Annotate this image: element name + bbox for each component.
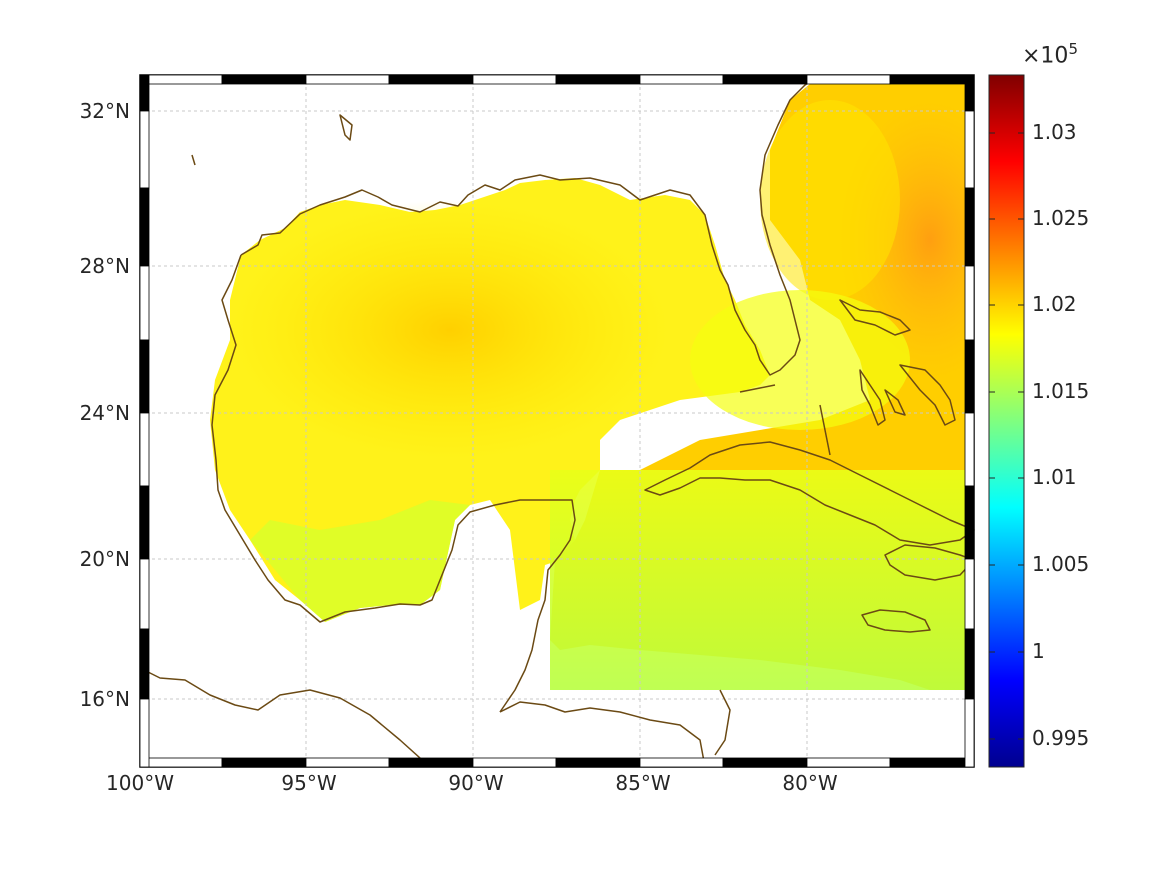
lon-label-100w: 100°W xyxy=(106,771,174,795)
caribbean-field xyxy=(550,470,965,690)
frame-segment xyxy=(964,558,975,630)
frame-segment xyxy=(889,757,975,768)
lon-label-85w: 85°W xyxy=(615,771,671,795)
lon-label-90w: 90°W xyxy=(448,771,504,795)
colorbar-label: 1.015 xyxy=(1032,379,1090,403)
frame-segment xyxy=(139,187,150,267)
frame-segment xyxy=(139,485,150,560)
frame-segment xyxy=(964,74,975,112)
frame-segment xyxy=(221,757,307,768)
frame-segment xyxy=(305,757,390,768)
colorbar-label: 1.005 xyxy=(1032,552,1090,576)
frame-segment xyxy=(806,74,891,85)
lat-label-32n: 32°N xyxy=(79,99,130,123)
frame-segment xyxy=(139,698,150,768)
gulf-high-core xyxy=(230,200,670,460)
frame-segment xyxy=(139,74,150,112)
frame-segment xyxy=(139,110,150,189)
colorbar-multiplier: ×105 xyxy=(1022,40,1078,68)
frame-segment xyxy=(964,187,975,267)
gulf-south-gradient xyxy=(250,500,470,622)
frame-segment xyxy=(139,558,150,630)
frame-segment xyxy=(388,757,474,768)
north-atlantic-yellow xyxy=(760,100,900,300)
colorbar-label: 1.01 xyxy=(1032,465,1077,489)
frame-segment xyxy=(964,110,975,189)
frame-segment xyxy=(722,757,808,768)
frame-segment xyxy=(722,74,808,85)
colorbar-multiplier-exp: 5 xyxy=(1068,40,1078,58)
lon-label-80w: 80°W xyxy=(782,771,838,795)
frame-segment xyxy=(964,628,975,700)
lat-label-24n: 24°N xyxy=(79,401,130,425)
frame-segment xyxy=(964,265,975,341)
frame-segment xyxy=(472,74,557,85)
frame-segment xyxy=(964,698,975,768)
frame-segment xyxy=(555,757,641,768)
frame-segment xyxy=(639,74,724,85)
colorbar-label: 0.995 xyxy=(1032,726,1090,750)
frame-segment xyxy=(639,757,724,768)
frame-segment xyxy=(964,485,975,560)
frame-segment xyxy=(139,628,150,700)
frame-checker-border xyxy=(139,74,975,768)
frame-segment xyxy=(806,757,891,768)
frame-segment xyxy=(388,74,474,85)
lon-label-95w: 95°W xyxy=(281,771,337,795)
lat-label-28n: 28°N xyxy=(79,254,130,278)
colorbar-label: 1.02 xyxy=(1032,292,1077,316)
coastlines xyxy=(139,74,975,768)
frame-segment xyxy=(139,74,223,85)
colorbar-multiplier-base: ×10 xyxy=(1022,43,1069,69)
frame-segment xyxy=(555,74,641,85)
frame-segment xyxy=(139,412,150,487)
frame-segment xyxy=(305,74,390,85)
lat-label-20n: 20°N xyxy=(79,547,130,571)
frame-segment xyxy=(889,74,975,85)
colorbar-label: 1 xyxy=(1032,639,1045,663)
frame-segment xyxy=(139,265,150,341)
colorbar xyxy=(988,74,1025,768)
frame-segment xyxy=(221,74,307,85)
colorbar-label: 1.025 xyxy=(1032,206,1090,230)
colorbar-label: 1.03 xyxy=(1032,120,1077,144)
bahamas-yellow xyxy=(690,290,910,430)
frame-segment xyxy=(964,339,975,414)
colorbar-ticks xyxy=(989,132,1024,740)
lat-label-16n: 16°N xyxy=(79,687,130,711)
frame-segment xyxy=(964,412,975,487)
frame-segment xyxy=(139,757,223,768)
frame-segment xyxy=(472,757,557,768)
frame-segment xyxy=(139,339,150,414)
